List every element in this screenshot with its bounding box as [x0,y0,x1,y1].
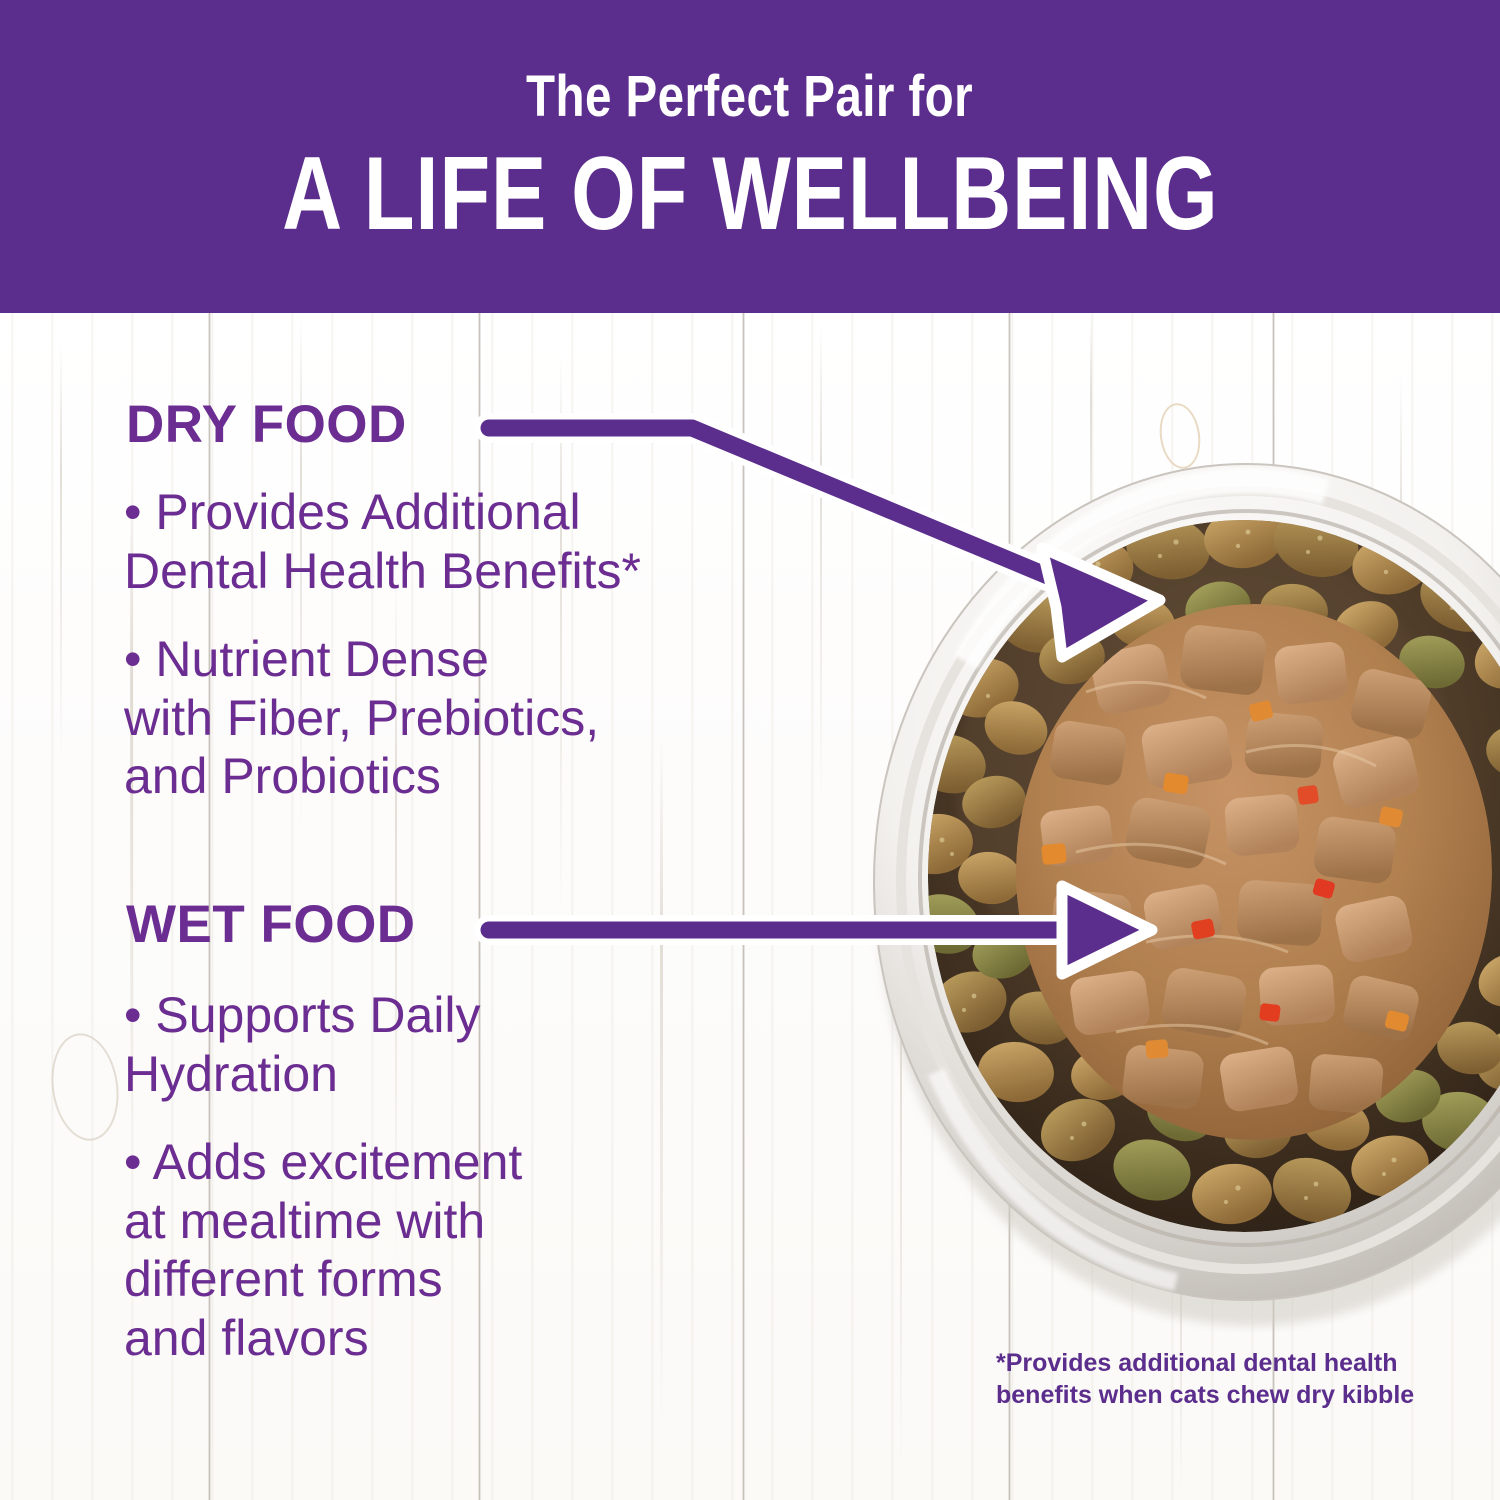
wood-grain [130,493,133,1133]
bullet-line: Dental Health Benefits* [124,542,641,599]
plank-seam [208,313,211,1500]
section-title-dry-food: DRY FOOD [126,395,407,454]
dry-food-bullets: • Provides Additional Dental Health Bene… [124,483,764,806]
dry-food-arrow [474,413,1166,663]
bullet-item: • Provides Additional Dental Health Bene… [124,483,764,600]
wood-grain [560,353,562,913]
bullet-line: with Fiber, Prebiotics, [124,689,600,746]
wood-grain [820,323,822,803]
bullet-line: • Adds excitement [124,1134,523,1190]
plank-seam [478,313,481,1500]
bullet-line: and flavors [124,1309,369,1366]
wood-grain [60,343,62,763]
header-banner: The Perfect Pair for A LIFE OF WELLBEING [0,0,1500,313]
footnote-line-2: benefits when cats chew dry kibble [996,1381,1415,1409]
bullet-line: • Provides Additional [124,484,581,540]
footnote-line-1: *Provides additional dental health [996,1349,1398,1377]
bullet-item: • Adds excitement at mealtime with diffe… [124,1133,764,1367]
wood-grain [1090,313,1092,613]
section-title-wet-food: WET FOOD [126,895,416,954]
wet-food-arrow [474,880,1158,980]
bullet-line: at mealtime with [124,1192,486,1249]
wet-food-bullets: • Supports Daily Hydration • Adds excite… [124,986,764,1367]
bullet-item: • Supports Daily Hydration [124,986,764,1103]
bullet-line: different forms [124,1251,443,1307]
bullet-line: • Nutrient Dense [124,631,489,687]
bullet-item: • Nutrient Dense with Fiber, Prebiotics,… [124,630,764,806]
wood-grain [300,313,302,833]
wood-grain [660,733,663,1433]
bullet-line: Hydration [124,1045,338,1102]
bullet-line: • Supports Daily [124,987,481,1043]
wood-grain [395,573,397,1273]
footnote: *Provides additional dental health benef… [996,1347,1416,1411]
bullet-line: and Probiotics [124,748,441,804]
header-title: A LIFE OF WELLBEING [281,135,1219,252]
header-subtitle: The Perfect Pair for [526,63,974,129]
plank-seam [742,313,745,1500]
